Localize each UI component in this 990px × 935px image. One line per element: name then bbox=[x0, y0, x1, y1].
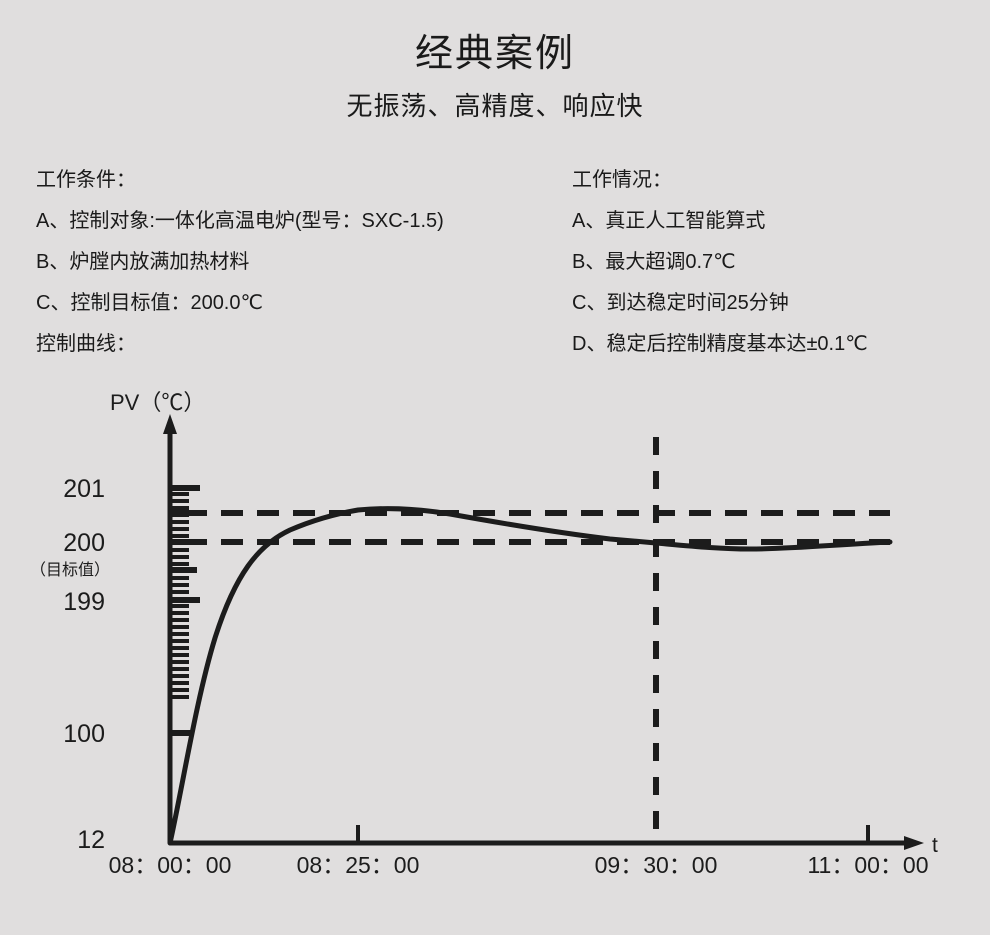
y-tick-setpoint-note: （目标值） bbox=[30, 561, 110, 579]
result-item-d: D、稳定后控制精度基本达±0.1℃ bbox=[572, 333, 868, 355]
result-item-c: C、到达稳定时间25分钟 bbox=[572, 292, 789, 314]
x-axis-label: t bbox=[932, 834, 938, 857]
condition-item-c: C、控制目标值：200.0℃ bbox=[36, 292, 263, 314]
chart-svg: PV（℃） t bbox=[30, 390, 938, 878]
x-tick-label-0930: 09：30：00 bbox=[595, 852, 718, 878]
y-tick-label-200: 200 bbox=[63, 529, 105, 557]
y-axis-label: PV（℃） bbox=[110, 390, 205, 415]
y-tick-label-100: 100 bbox=[63, 720, 105, 748]
x-axis-ticks bbox=[356, 825, 870, 841]
condition-item-a: A、控制对象:一体化高温电炉(型号：SXC-1.5) bbox=[36, 210, 444, 232]
result-item-a: A、真正人工智能算式 bbox=[572, 210, 766, 232]
result-item-b: B、最大超调0.7℃ bbox=[572, 251, 736, 273]
page-subtitle: 无振荡、高精度、响应快 bbox=[346, 91, 644, 121]
conditions-heading: 工作条件： bbox=[36, 169, 136, 191]
y-axis-minor-ticks bbox=[170, 492, 189, 699]
working-conditions-block: 工作条件： A、控制对象:一体化高温电炉(型号：SXC-1.5) B、炉膛内放满… bbox=[36, 160, 444, 365]
page-title: 经典案例 bbox=[414, 33, 575, 75]
x-tick-label-1100: 11：00：00 bbox=[807, 852, 928, 878]
y-tick-label-201: 201 bbox=[63, 475, 105, 503]
y-tick-label-199: 199 bbox=[63, 588, 105, 616]
x-tick-label-0825: 08：25：00 bbox=[297, 852, 420, 878]
control-curve-label: 控制曲线： bbox=[36, 333, 136, 355]
working-results-block: 工作情况： A、真正人工智能算式 B、最大超调0.7℃ C、到达稳定时间25分钟… bbox=[572, 160, 868, 365]
pv-response-curve bbox=[167, 506, 893, 846]
condition-item-b: B、炉膛内放满加热材料 bbox=[36, 251, 250, 273]
x-tick-label-0800: 08：00：00 bbox=[109, 852, 232, 878]
results-heading: 工作情况： bbox=[572, 169, 672, 191]
control-curve-chart: PV（℃） t bbox=[0, 370, 990, 890]
y-axis-arrow bbox=[163, 414, 177, 434]
y-tick-label-12: 12 bbox=[77, 826, 105, 854]
x-axis-arrow bbox=[904, 836, 924, 850]
